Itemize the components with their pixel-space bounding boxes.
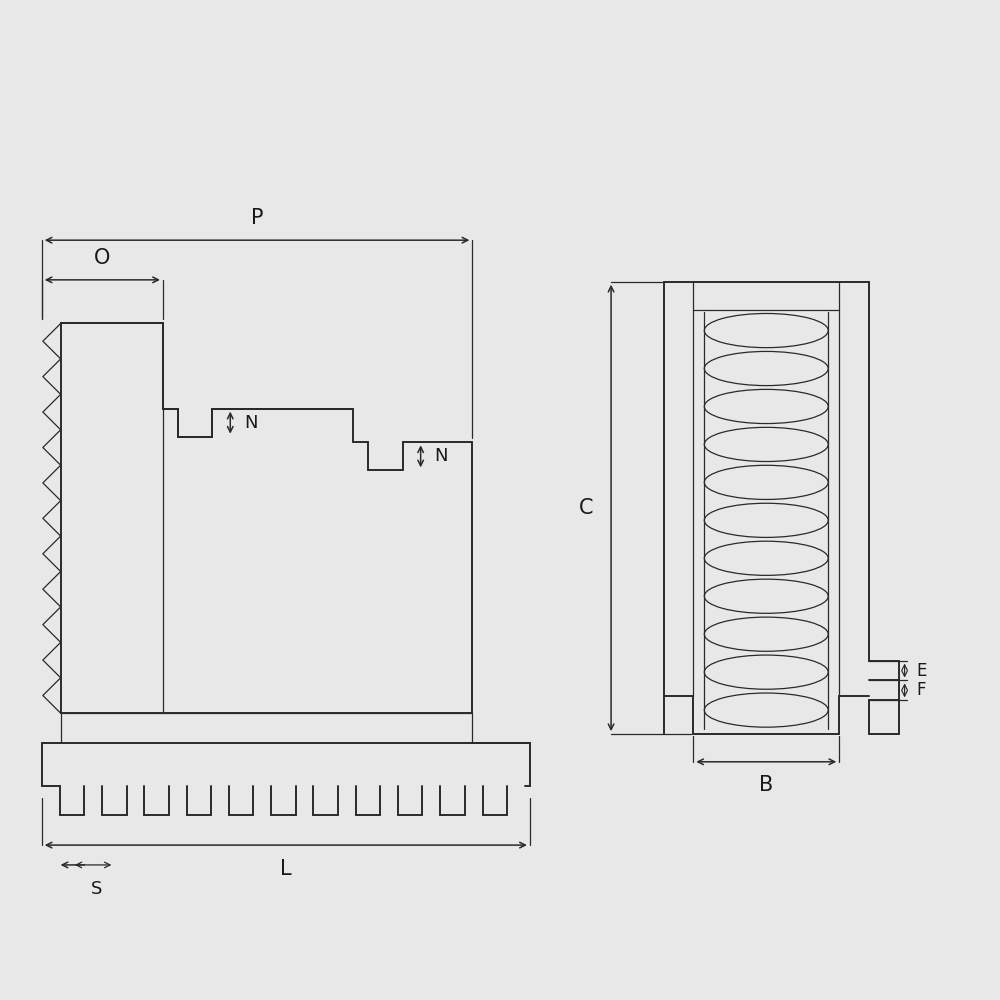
Text: C: C bbox=[579, 498, 593, 518]
Text: N: N bbox=[244, 414, 258, 432]
Text: N: N bbox=[435, 447, 448, 465]
Text: B: B bbox=[759, 775, 773, 795]
Text: P: P bbox=[251, 208, 263, 228]
Text: F: F bbox=[917, 681, 926, 699]
Text: E: E bbox=[917, 662, 927, 680]
Text: O: O bbox=[94, 248, 111, 268]
Text: L: L bbox=[280, 859, 292, 879]
Text: S: S bbox=[91, 880, 103, 898]
